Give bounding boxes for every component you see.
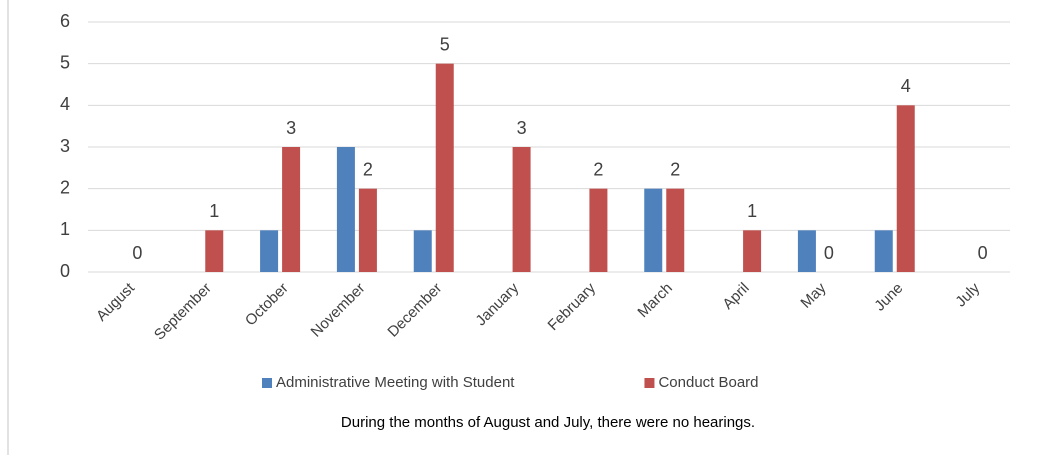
x-tick-label: November [308,280,369,341]
bar [666,188,685,272]
data-label: 5 [440,34,450,54]
x-tick-label: June [871,280,906,315]
bar [358,188,377,272]
data-label: 2 [593,159,603,179]
bar [512,147,531,272]
data-label: 0 [978,243,988,263]
y-tick-label: 3 [60,136,70,156]
x-tick-label: February [545,279,600,334]
bar [413,230,432,272]
legend-swatch [644,378,655,388]
y-tick-label: 1 [60,219,70,239]
data-label: 2 [670,159,680,179]
x-tick-label: October [242,280,292,330]
y-tick-label: 0 [60,261,70,281]
x-tick-label: September [151,280,215,344]
bar [260,230,279,272]
annotation: During the months of August and July, th… [341,414,755,431]
data-label: 2 [363,159,373,179]
bar [589,188,608,272]
data-label: 0 [132,243,142,263]
x-tick-label: January [472,279,522,329]
bar [336,147,355,272]
data-label: 1 [209,201,219,221]
x-tick-label: April [719,280,752,313]
data-label: 4 [901,76,911,96]
x-tick-label: August [93,279,139,325]
data-label: 3 [286,118,296,138]
bar [644,188,663,272]
data-label: 0 [824,243,834,263]
y-tick-label: 5 [60,52,70,72]
y-tick-label: 6 [60,11,70,31]
y-tick-label: 2 [60,177,70,197]
x-tick-label: May [797,279,829,311]
x-tick-label: March [634,280,675,321]
bar [282,147,301,272]
bar [205,230,224,272]
x-tick-label: July [952,279,983,310]
bar [797,230,816,272]
bar [743,230,762,272]
y-tick-label: 4 [60,94,70,114]
data-label: 3 [517,118,527,138]
bar [874,230,893,272]
x-tick-label: December [384,280,445,341]
data-label: 1 [747,201,757,221]
bar [896,105,915,272]
legend-label: Administrative Meeting with Student [276,374,515,391]
legend-swatch [262,378,272,388]
bar [435,63,454,272]
legend-label: Conduct Board [658,374,758,391]
